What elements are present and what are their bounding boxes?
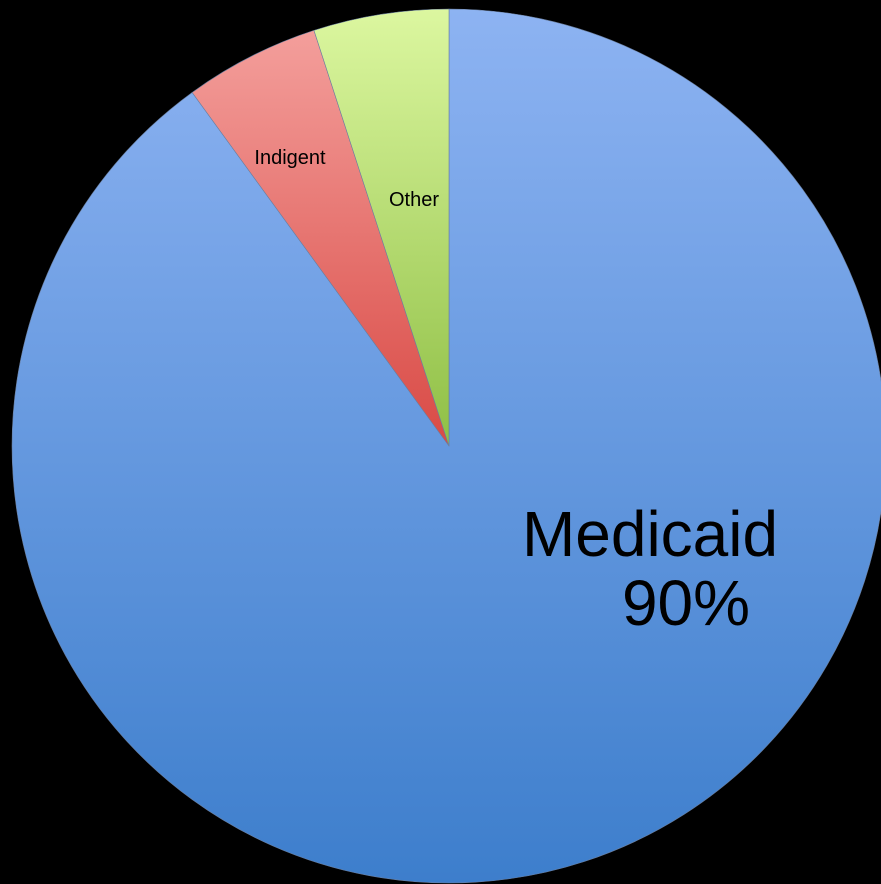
slice-label-medicaid: Medicaid 90% [522, 498, 778, 639]
slice-label-indigent: Indigent [254, 147, 326, 169]
slice-label-percent: 90% [622, 567, 750, 639]
slice-label-other: Other [389, 189, 439, 211]
pie-slice-other [313, 8, 450, 447]
pie-labels: Medicaid 90% Indigent Other [254, 147, 778, 639]
pie-slices [11, 8, 881, 884]
slice-label-name: Medicaid [522, 498, 778, 570]
pie-slice-medicaid [11, 8, 881, 884]
